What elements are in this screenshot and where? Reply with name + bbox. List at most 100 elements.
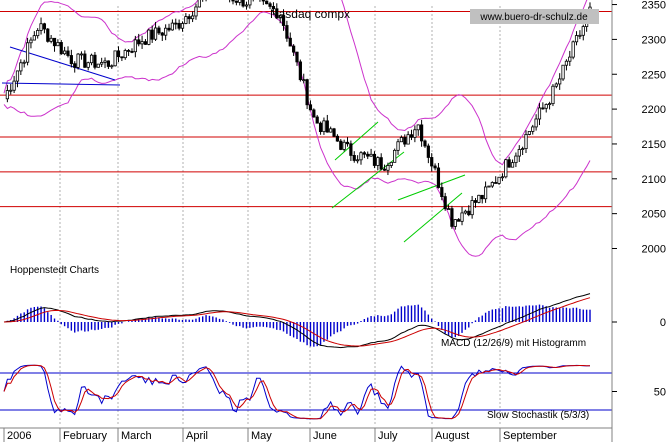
candle-body xyxy=(190,15,195,20)
candle-body xyxy=(386,165,390,171)
candle-body xyxy=(308,104,313,111)
candle-body xyxy=(480,194,484,200)
credit-text: Hoppenstedt Charts xyxy=(10,265,99,276)
candle-body xyxy=(430,157,434,167)
candle-body xyxy=(547,103,552,106)
candle-body xyxy=(551,85,555,105)
candle-body xyxy=(399,137,404,143)
y-tick-label: 2200 xyxy=(642,104,666,116)
candle-body xyxy=(63,50,67,55)
candle-body xyxy=(197,0,201,8)
candle-body xyxy=(534,118,538,128)
candle-body xyxy=(298,61,302,81)
stochastic-label: Slow Stochastik (5/3/3) xyxy=(487,410,589,421)
y-tick-label: 2250 xyxy=(642,69,666,81)
candle-body xyxy=(315,116,319,124)
candle-body xyxy=(93,54,97,68)
candle-body xyxy=(110,65,114,68)
candle-body xyxy=(366,153,370,157)
candle-body xyxy=(265,0,269,5)
candle-body xyxy=(467,210,471,216)
candle-body xyxy=(29,39,33,44)
candle-body xyxy=(416,124,420,131)
candle-body xyxy=(116,50,121,58)
candle-body xyxy=(396,141,400,151)
candle-body xyxy=(36,30,40,37)
candle-body xyxy=(137,39,141,45)
x-tick-label: June xyxy=(313,430,337,442)
candle-body xyxy=(379,157,383,170)
candle-body xyxy=(305,79,309,106)
candle-body xyxy=(564,60,569,66)
candle-body xyxy=(514,155,518,164)
y-tick-label: 2100 xyxy=(642,174,666,186)
candle-body xyxy=(12,80,16,91)
candle-body xyxy=(261,0,265,2)
candle-body xyxy=(389,161,393,166)
candle-body xyxy=(376,157,380,166)
candle-body xyxy=(369,153,373,157)
chart-title: Nasdaq compx xyxy=(270,7,350,21)
candle-body xyxy=(443,196,447,210)
candle-body xyxy=(275,8,279,19)
candle-body xyxy=(473,200,478,203)
watermark-text: www.buero-dr-schulz.de xyxy=(479,12,588,23)
candle-body xyxy=(436,167,441,188)
candle-body xyxy=(15,70,20,82)
candle-body xyxy=(356,159,360,162)
candle-body xyxy=(561,64,565,80)
x-tick-label: August xyxy=(435,430,469,442)
candle-body xyxy=(79,53,84,56)
candle-body xyxy=(271,6,276,10)
candle-body xyxy=(42,23,47,30)
candle-body xyxy=(143,41,148,45)
y-tick-label: 2150 xyxy=(642,139,666,151)
candle-body xyxy=(524,133,528,150)
candle-body xyxy=(426,145,430,158)
candle-body xyxy=(433,165,437,169)
candle-body xyxy=(537,107,542,120)
channel-line-lower xyxy=(331,151,405,209)
candle-body xyxy=(349,143,353,156)
x-tick-label: September xyxy=(503,430,557,442)
candle-body xyxy=(170,22,174,31)
candle-body xyxy=(359,152,363,161)
candle-body xyxy=(288,37,292,47)
candle-body xyxy=(285,25,289,39)
candle-body xyxy=(123,50,127,59)
candle-body xyxy=(9,89,13,92)
candle-body xyxy=(490,182,494,187)
x-tick-label: April xyxy=(186,430,208,442)
candle-body xyxy=(106,60,111,67)
candle-body xyxy=(581,26,585,36)
candle-body xyxy=(318,122,323,133)
candle-body xyxy=(578,34,582,37)
channel-line-upper xyxy=(334,121,379,161)
candle-body xyxy=(194,6,198,17)
candle-body xyxy=(167,27,171,31)
candle-body xyxy=(527,131,531,135)
watermark-box xyxy=(470,9,599,24)
candle-body xyxy=(241,0,245,7)
candle-body xyxy=(157,27,161,34)
candle-body xyxy=(574,35,579,43)
candle-body xyxy=(446,208,451,211)
candle-body xyxy=(406,134,410,145)
candle-body xyxy=(312,109,316,118)
candle-body xyxy=(76,53,80,68)
x-tick-label: March xyxy=(121,430,152,442)
macd-panel xyxy=(3,293,591,349)
candle-body xyxy=(19,62,23,72)
candle-body xyxy=(174,22,178,25)
candle-body xyxy=(234,0,238,3)
bollinger-upper-band xyxy=(3,0,588,166)
y-tick-label: 2350 xyxy=(642,0,666,12)
candle-body xyxy=(477,194,481,203)
candle-body xyxy=(244,4,249,7)
candle-body xyxy=(52,37,57,47)
x-tick-label: February xyxy=(63,430,108,442)
x-tick-label: 2006 xyxy=(7,430,31,442)
